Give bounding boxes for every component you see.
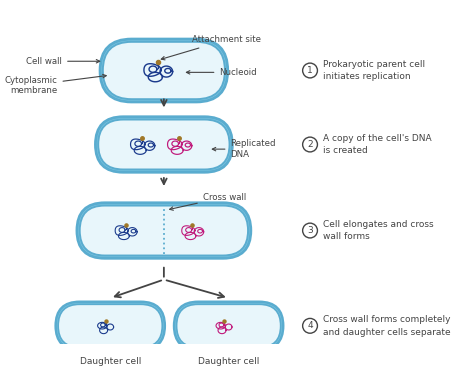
Text: Attachment site: Attachment site	[161, 35, 261, 60]
FancyBboxPatch shape	[176, 304, 281, 347]
FancyBboxPatch shape	[95, 117, 232, 172]
FancyBboxPatch shape	[77, 203, 251, 258]
Text: Cross wall: Cross wall	[170, 193, 246, 210]
FancyBboxPatch shape	[103, 42, 225, 99]
Text: 2: 2	[307, 140, 313, 149]
Text: Nucleoid: Nucleoid	[186, 68, 257, 77]
Text: Replicated
DNA: Replicated DNA	[212, 139, 276, 159]
FancyBboxPatch shape	[174, 302, 283, 350]
Text: A copy of the cell's DNA
is created: A copy of the cell's DNA is created	[323, 134, 432, 155]
Text: Prokaryotic parent cell
initiates replication: Prokaryotic parent cell initiates replic…	[323, 60, 425, 81]
Text: Cross wall forms completely
and daughter cells separate: Cross wall forms completely and daughter…	[323, 315, 451, 337]
Text: Daughter cell: Daughter cell	[80, 357, 141, 366]
Text: 3: 3	[307, 226, 313, 235]
FancyBboxPatch shape	[80, 206, 248, 255]
FancyBboxPatch shape	[98, 120, 229, 170]
Text: Cell elongates and cross
wall forms: Cell elongates and cross wall forms	[323, 220, 434, 241]
FancyBboxPatch shape	[58, 304, 162, 347]
FancyBboxPatch shape	[100, 39, 228, 102]
Text: Cytoplasmic
membrane: Cytoplasmic membrane	[5, 74, 106, 95]
Text: Daughter cell: Daughter cell	[198, 357, 259, 366]
Text: 4: 4	[307, 321, 313, 330]
Text: 1: 1	[307, 66, 313, 75]
Text: Cell wall: Cell wall	[26, 57, 100, 66]
FancyBboxPatch shape	[55, 302, 165, 350]
